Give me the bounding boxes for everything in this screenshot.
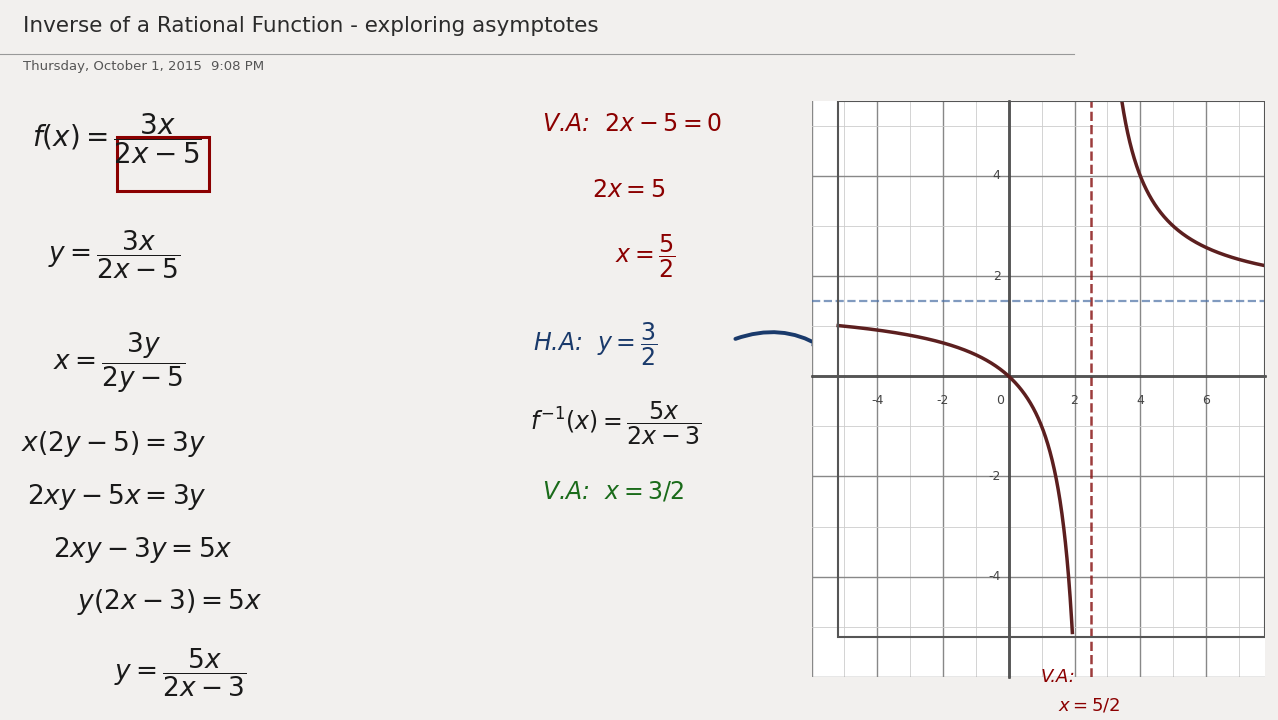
Text: 9:08 PM: 9:08 PM <box>211 60 265 73</box>
Text: 4: 4 <box>993 169 1001 182</box>
Text: 4: 4 <box>1136 394 1144 407</box>
Text: $2xy - 3y = 5x$: $2xy - 3y = 5x$ <box>54 535 233 565</box>
Text: $y = \dfrac{5x}{2x-3}$: $y = \dfrac{5x}{2x-3}$ <box>114 647 247 699</box>
Text: -2: -2 <box>937 394 950 407</box>
Text: V.A:: V.A: <box>1040 668 1075 685</box>
Text: $x = \dfrac{3y}{2y-5}$: $x = \dfrac{3y}{2y-5}$ <box>54 330 185 395</box>
Text: $f^{-1}(x)= \dfrac{5x}{2x-3}$: $f^{-1}(x)= \dfrac{5x}{2x-3}$ <box>530 400 702 447</box>
Text: $f(x) = \dfrac{3x}{2x-5}$: $f(x) = \dfrac{3x}{2x-5}$ <box>32 112 202 166</box>
Text: 6: 6 <box>1203 394 1210 407</box>
Text: -4: -4 <box>988 570 1001 583</box>
Text: Inverse of a Rational Function - exploring asymptotes: Inverse of a Rational Function - explori… <box>23 16 598 35</box>
Text: -2: -2 <box>988 470 1001 483</box>
Text: $y = \dfrac{3x}{2x-5}$: $y = \dfrac{3x}{2x-5}$ <box>47 229 180 282</box>
Text: $2x = 5$: $2x = 5$ <box>592 179 666 202</box>
Text: -4: -4 <box>872 394 883 407</box>
Text: H.A:  $y=\dfrac{3}{2}$: H.A: $y=\dfrac{3}{2}$ <box>533 321 658 368</box>
Text: $2xy - 5x = 3y$: $2xy - 5x = 3y$ <box>27 482 206 513</box>
Text: V.A:  $2x-5=0$: V.A: $2x-5=0$ <box>542 112 722 136</box>
Text: 2: 2 <box>993 269 1001 283</box>
Text: V.A:  $x=3/2$: V.A: $x=3/2$ <box>542 480 684 503</box>
Text: 2: 2 <box>1071 394 1079 407</box>
Text: 0: 0 <box>996 394 1003 407</box>
Text: $y(2x-3) = 5x$: $y(2x-3) = 5x$ <box>77 587 262 617</box>
Text: $x(2y-5) = 3y$: $x(2y-5) = 3y$ <box>22 428 207 459</box>
Text: Thursday, October 1, 2015: Thursday, October 1, 2015 <box>23 60 202 73</box>
Text: $x = \dfrac{5}{2}$: $x = \dfrac{5}{2}$ <box>615 232 675 279</box>
Text: $x=5/2$: $x=5/2$ <box>1058 697 1121 714</box>
